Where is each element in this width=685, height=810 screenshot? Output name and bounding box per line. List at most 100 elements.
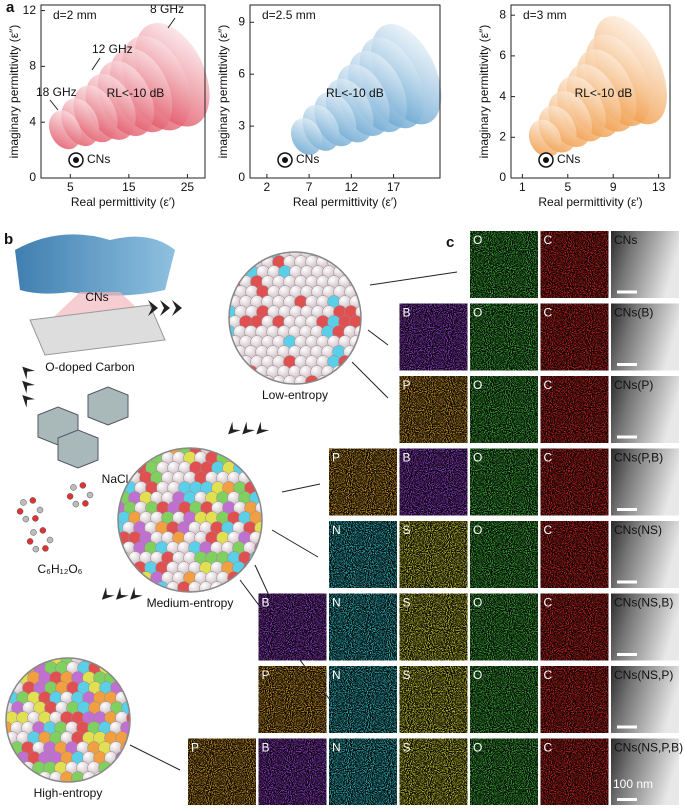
element-map	[399, 593, 468, 661]
atom	[102, 442, 115, 455]
rl-region	[528, 119, 562, 157]
molecule-atom	[79, 482, 87, 489]
atom	[260, 471, 262, 485]
atom	[6, 731, 8, 745]
molecule-atom	[46, 536, 54, 544]
atom	[355, 305, 361, 319]
molecule-atom	[26, 538, 34, 545]
atom	[260, 571, 262, 585]
annotation: 18 GHz	[36, 85, 77, 99]
atom	[118, 551, 120, 565]
element-map	[540, 448, 609, 516]
atom	[354, 345, 361, 359]
panel-label: b	[4, 231, 13, 248]
atom	[229, 275, 231, 289]
atom	[360, 315, 361, 329]
plot-frame	[249, 4, 441, 179]
tem-image	[611, 376, 679, 443]
tile-label: C	[544, 523, 553, 537]
annotation: d=3 mm	[523, 8, 567, 22]
element-map	[329, 593, 397, 661]
panel-label: c	[446, 234, 454, 251]
atom	[229, 255, 231, 269]
tile-label: P	[262, 668, 270, 682]
x-tick-label: 17	[387, 180, 401, 194]
molecule-atom	[20, 499, 27, 506]
atom	[134, 448, 148, 455]
atom	[255, 481, 262, 495]
atom	[238, 571, 252, 585]
element-map	[540, 231, 609, 298]
atom	[132, 782, 145, 795]
element-map	[329, 448, 397, 516]
cns-label: CNs	[85, 290, 108, 304]
y-tick-label: 3	[238, 118, 245, 132]
atom	[27, 658, 41, 665]
y-tick-label: 8	[499, 7, 506, 21]
atom	[344, 252, 358, 259]
tile-label: S	[403, 523, 411, 537]
atom	[6, 681, 14, 695]
atom	[104, 771, 118, 782]
atom	[245, 386, 258, 399]
leader	[91, 57, 101, 71]
y-tick-label: 0	[29, 170, 36, 184]
atom	[6, 691, 8, 705]
x-tick-label: 25	[181, 180, 195, 194]
element-map	[399, 448, 468, 516]
nacl-label: NaCl	[102, 472, 129, 486]
element-map	[258, 738, 327, 806]
y-tick-label: 2	[499, 129, 506, 143]
element-map	[188, 738, 256, 806]
atom	[120, 741, 130, 755]
tile-label: CNs(P)	[614, 378, 653, 392]
element-map	[540, 521, 609, 588]
tile-label: O	[473, 451, 482, 465]
atom	[255, 501, 262, 515]
atom	[260, 531, 262, 545]
molecule-atom	[72, 500, 80, 508]
atom	[229, 375, 242, 384]
atom	[360, 355, 361, 369]
x-tick-label: 7	[306, 180, 313, 194]
x-axis-label: Real permittivity (ε′)	[71, 195, 175, 209]
atom	[355, 252, 361, 259]
y-tick-label: 8	[29, 59, 36, 73]
tem-image	[611, 231, 679, 298]
atom	[360, 255, 361, 269]
y-tick-label: 0	[499, 170, 506, 184]
atom	[213, 306, 226, 319]
atom	[126, 658, 130, 665]
atom	[338, 255, 352, 269]
tile-label: CNs	[614, 233, 637, 247]
legend-label: CNs	[87, 152, 110, 166]
atom	[123, 448, 137, 455]
tile-label: P	[191, 741, 199, 755]
atom	[21, 781, 35, 782]
tile-label: N	[332, 741, 341, 755]
atom	[250, 375, 264, 384]
scale-label: 100 nm	[613, 777, 653, 791]
tile-label: B	[403, 306, 411, 320]
atom	[260, 511, 262, 525]
atom-sphere	[213, 246, 361, 399]
atom	[239, 255, 253, 269]
tile-label: N	[332, 596, 341, 610]
element-map	[540, 666, 609, 733]
annotation: RL<-10 dB	[107, 86, 165, 100]
atom	[118, 451, 120, 465]
tile-label: N	[332, 523, 341, 537]
x-axis-label: Real permittivity (ε′)	[293, 195, 397, 209]
element-map	[540, 303, 609, 371]
element-map	[540, 738, 609, 806]
atom	[213, 246, 226, 259]
atom	[126, 751, 130, 765]
tile-label: P	[332, 451, 340, 465]
cns-sheet	[15, 234, 175, 296]
atom	[6, 771, 8, 782]
tile-label: O	[473, 306, 482, 320]
element-map	[258, 666, 327, 733]
tile-label: S	[403, 596, 411, 610]
atom	[118, 531, 120, 545]
y-tick-label: 6	[238, 66, 245, 80]
